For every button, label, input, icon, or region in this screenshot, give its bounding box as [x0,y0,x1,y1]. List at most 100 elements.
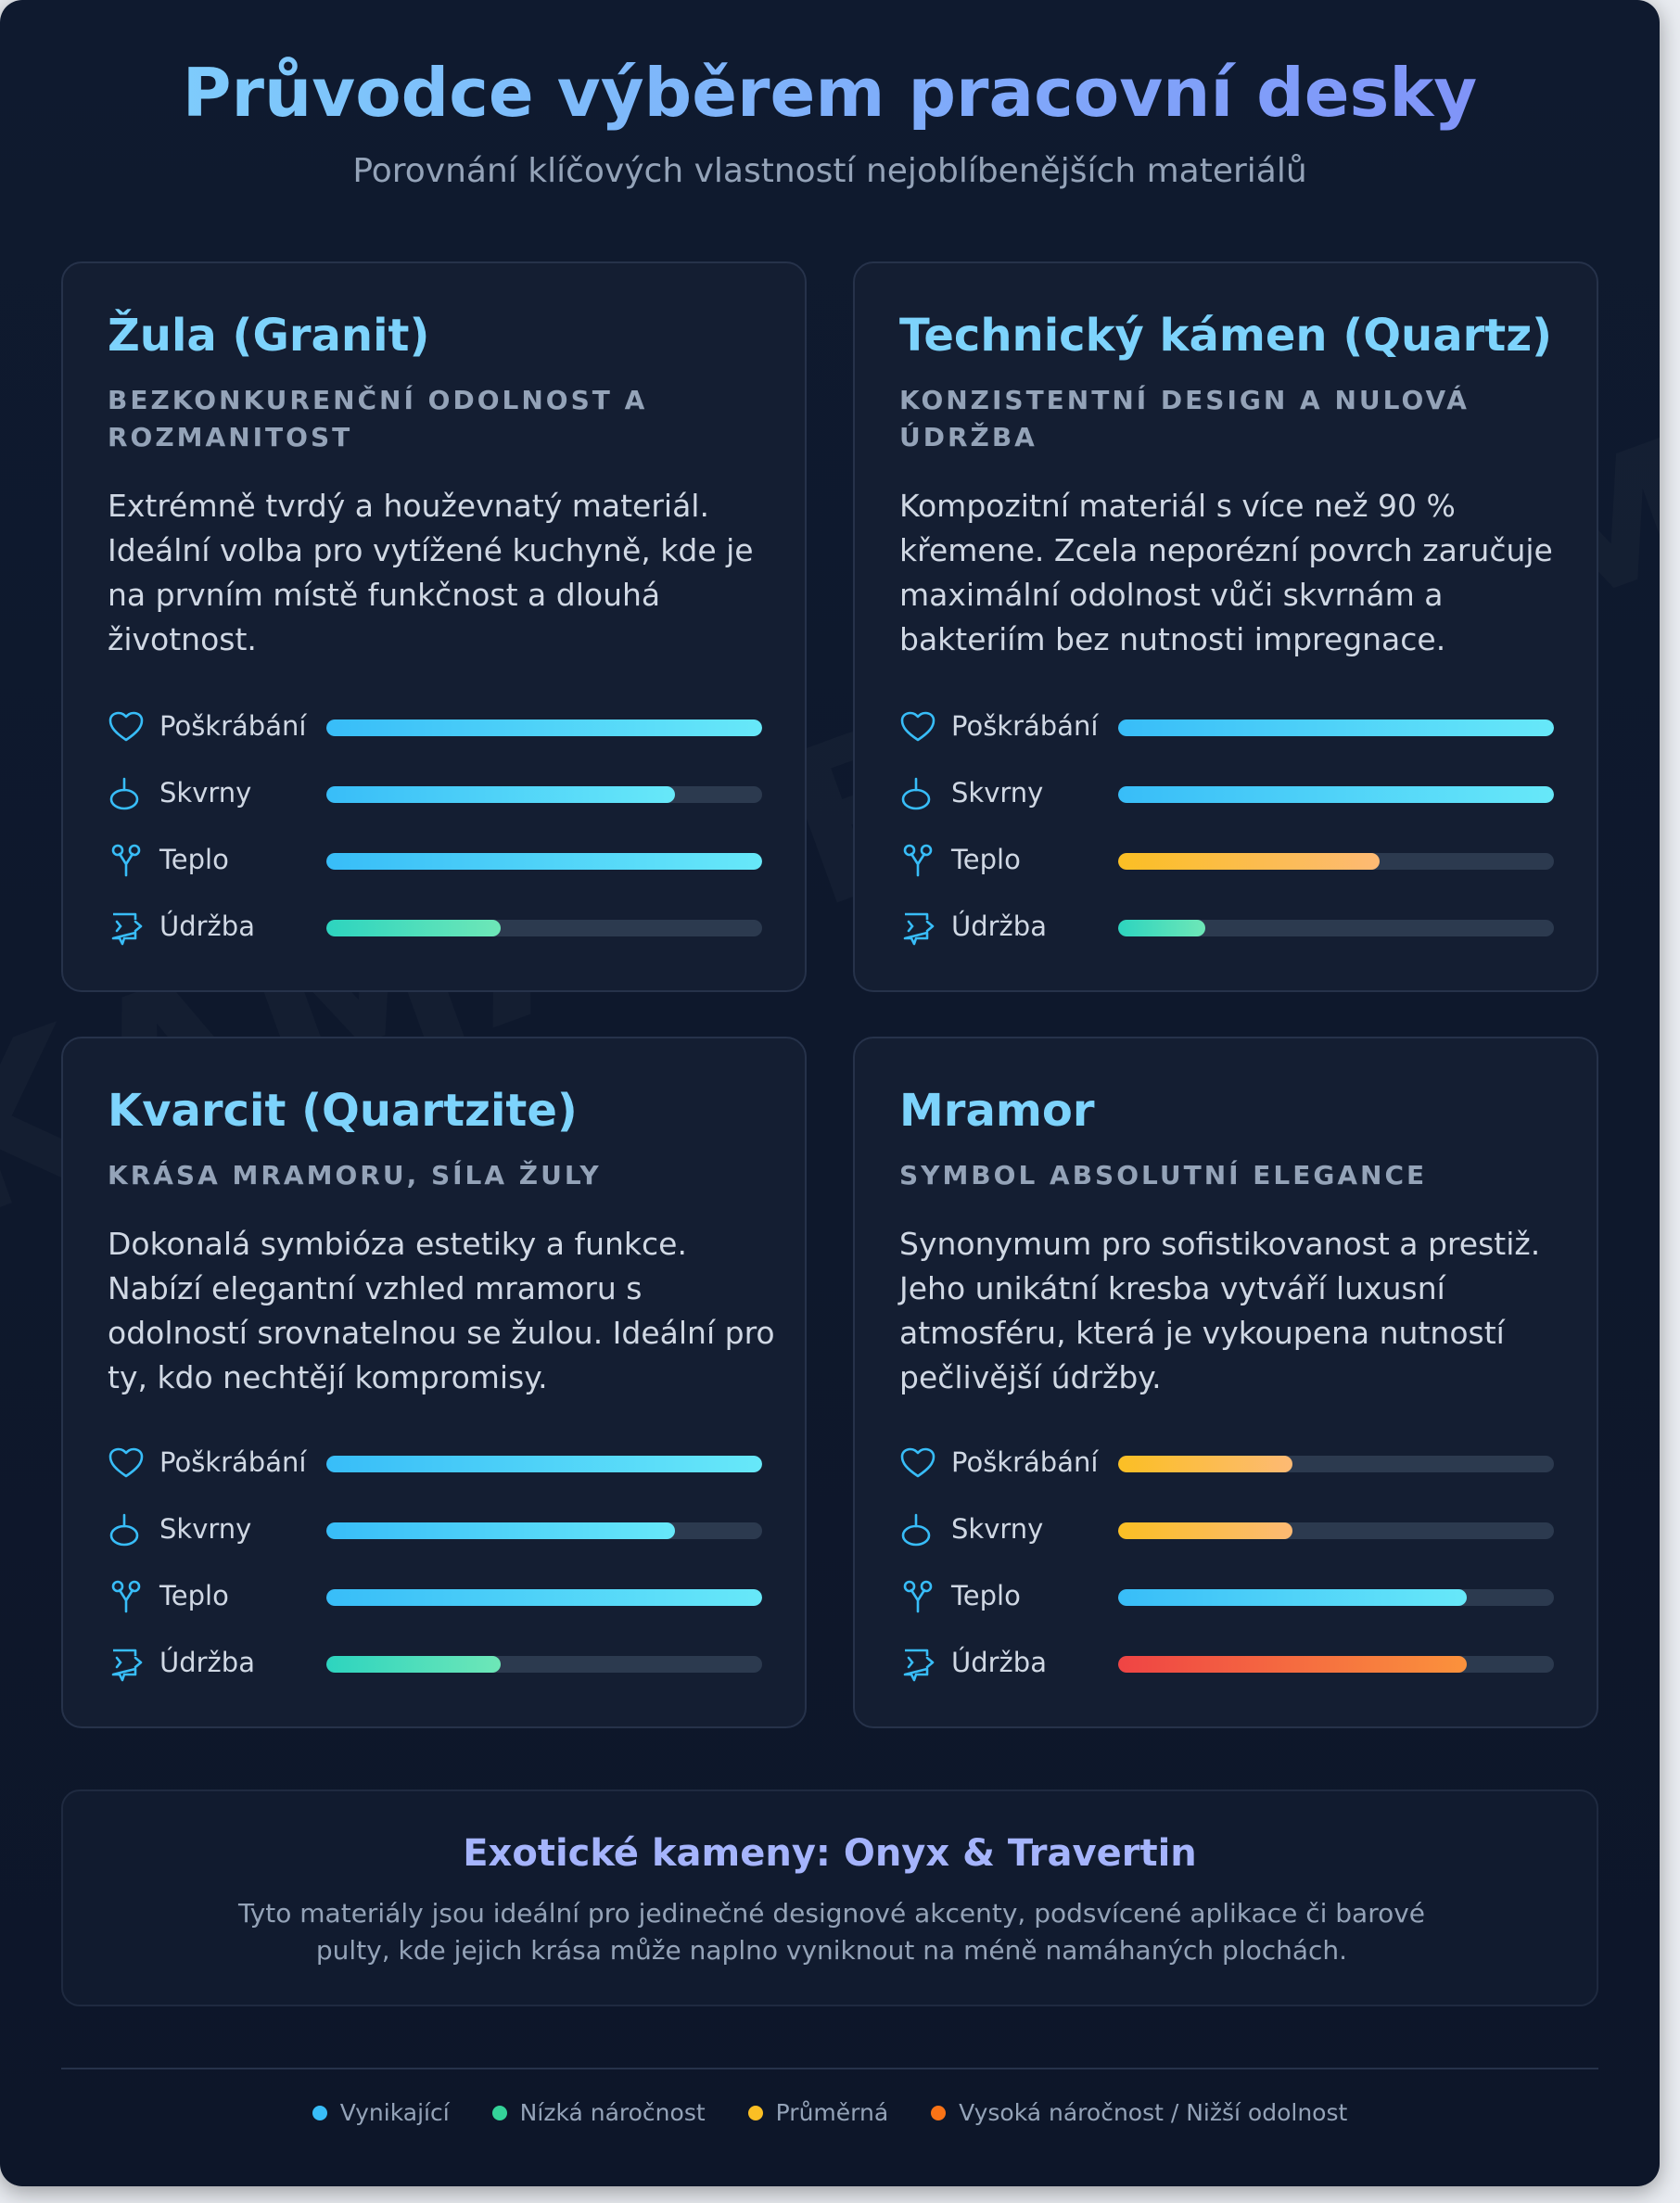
drop-icon [108,1511,145,1548]
metric-label: Teplo [159,844,229,875]
legend: Vynikající Nízká náročnost Průměrná Vyso… [0,2099,1660,2126]
metric-track [1118,786,1554,803]
metric-stains: Skvrny [108,775,766,812]
material-card-quartz: Technický kámen (Quartz) KONZISTENTNÍ DE… [853,261,1598,992]
metric-label: Skvrny [951,777,1044,809]
metric-heat: Teplo [108,842,766,879]
metric-track [1118,1522,1554,1539]
metric-maintenance: Údržba [108,1645,766,1682]
material-card-marble: Mramor SYMBOL ABSOLUTNÍ ELEGANCE Synonym… [853,1037,1598,1728]
metric-fill [1118,1656,1467,1673]
heart-icon [108,708,145,745]
card-description: Synonymum pro sofistikovanost a prestiž.… [899,1226,1541,1395]
legend-label: Nízká náročnost [519,2099,706,2126]
metric-heat: Teplo [108,1578,766,1615]
maintenance-icon [899,1645,936,1682]
metric-fill [1118,920,1205,936]
legend-item: Průměrná [747,2099,889,2126]
card-title: Kvarcit (Quartzite) [108,1085,578,1137]
card-description: Kompozitní materiál s více než 90 % křem… [899,488,1553,657]
page-subtitle: Porovnání klíčových vlastností nejoblíbe… [352,152,1307,190]
material-card-granite: Žula (Granit) BEZKONKURENČNÍ ODOLNOST A … [61,261,807,992]
metric-track [1118,1656,1554,1673]
metric-label: Teplo [951,1580,1021,1611]
drop-icon [108,775,145,812]
card-tagline: KONZISTENTNÍ DESIGN A NULOVÁ ÚDRŽBA [899,385,1470,452]
exotic-stones-box: Exotické kameny: Onyx & Travertin Tyto m… [61,1789,1598,2006]
metric-fill [1118,853,1380,870]
metric-fill [326,1589,762,1606]
legend-item: Vysoká náročnost / Nižší odolnost [931,2099,1347,2126]
heat-icon [108,842,145,879]
card-tagline: BEZKONKURENČNÍ ODOLNOST A ROZMANITOST [108,385,648,452]
legend-dot [931,2105,947,2120]
metric-fill [326,1656,501,1673]
card-title: Žula (Granit) [108,310,430,362]
metric-maintenance: Údržba [899,1645,1558,1682]
metric-label: Skvrny [159,1513,252,1545]
legend-label: Průměrná [775,2099,889,2126]
metric-label: Údržba [951,910,1047,942]
legend-dot [747,2105,763,2120]
card-tagline: SYMBOL ABSOLUTNÍ ELEGANCE [899,1160,1428,1191]
metric-track [1118,920,1554,936]
metric-track [326,853,762,870]
metric-scratch: Poškrábání [899,1445,1558,1482]
metric-track [1118,1589,1554,1606]
heat-icon [108,1578,145,1615]
metric-label: Poškrábání [951,710,1099,742]
metric-scratch: Poškrábání [108,1445,766,1482]
metric-track [1118,853,1554,870]
card-description: Extrémně tvrdý a houževnatý materiál. Id… [108,488,754,657]
drop-icon [899,775,936,812]
metric-track [326,920,762,936]
exotic-text: Tyto materiály jsou ideální pro jedinečn… [237,1898,1426,1966]
metric-track [326,1522,762,1539]
metric-fill [326,920,501,936]
metric-fill [326,719,762,736]
metric-label: Skvrny [951,1513,1044,1545]
metric-label: Údržba [159,910,255,942]
metric-track [1118,1456,1554,1472]
metric-track [326,786,762,803]
metric-fill [326,1456,762,1472]
card-description: Dokonalá symbióza estetiky a funkce. Nab… [108,1226,775,1395]
metric-scratch: Poškrábání [108,708,766,745]
metric-track [326,1656,762,1673]
drop-icon [899,1511,936,1548]
metric-label: Poškrábání [159,710,307,742]
legend-dot [312,2105,327,2120]
legend-item: Vynikající [312,2099,450,2126]
legend-dot [491,2105,507,2120]
maintenance-icon [108,1645,145,1682]
divider [61,2068,1598,2069]
page-title: Průvodce výběrem pracovní desky [0,54,1660,132]
metric-label: Poškrábání [951,1446,1099,1478]
heart-icon [108,1445,145,1482]
heart-icon [899,1445,936,1482]
metric-label: Skvrny [159,777,252,809]
metric-maintenance: Údržba [899,909,1558,946]
metric-fill [1118,786,1554,803]
material-card-quartzite: Kvarcit (Quartzite) KRÁSA MRAMORU, SÍLA … [61,1037,807,1728]
legend-label: Vynikající [339,2099,450,2126]
metric-label: Údržba [951,1647,1047,1678]
metric-fill [1118,1589,1467,1606]
metric-label: Teplo [159,1580,229,1611]
legend-label: Vysoká náročnost / Nižší odolnost [959,2099,1348,2126]
metric-fill [1118,1456,1292,1472]
metric-fill [326,1522,675,1539]
heat-icon [899,842,936,879]
metric-track [326,1456,762,1472]
exotic-title: Exotické kameny: Onyx & Travertin [463,1832,1197,1875]
metric-stains: Skvrny [899,775,1558,812]
heat-icon [899,1578,936,1615]
metric-label: Teplo [951,844,1021,875]
card-title: Technický kámen (Quartz) [899,310,1553,362]
metric-heat: Teplo [899,1578,1558,1615]
metric-track [326,1589,762,1606]
metric-track [326,719,762,736]
metric-heat: Teplo [899,842,1558,879]
card-tagline: KRÁSA MRAMORU, SÍLA ŽULY [108,1160,602,1191]
